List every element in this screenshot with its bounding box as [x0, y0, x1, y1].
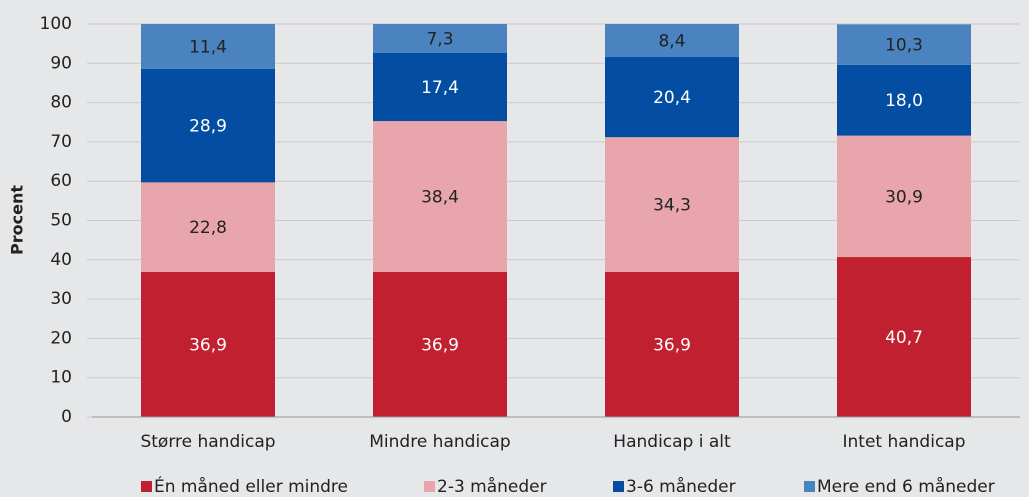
data-label: 18,0: [885, 91, 923, 111]
y-tick-label: 10: [50, 368, 72, 388]
y-tick-label: 40: [50, 250, 72, 270]
data-label: 20,4: [653, 88, 691, 108]
data-label: 10,3: [885, 36, 923, 56]
x-tick-label: Intet handicap: [842, 432, 965, 452]
data-label: 11,4: [189, 37, 227, 57]
legend-label: Én måned eller mindre: [154, 475, 348, 497]
bar-segment: [605, 24, 739, 58]
y-tick-label: 30: [50, 289, 72, 309]
data-label: 28,9: [189, 117, 227, 137]
bar-segment: [605, 137, 739, 272]
bar-segment: [373, 121, 507, 272]
y-tick-label: 70: [50, 132, 72, 152]
data-label: 36,9: [653, 335, 691, 355]
y-axis-label: Procent: [8, 185, 27, 255]
y-tick-label: 90: [50, 53, 72, 73]
data-label: 7,3: [426, 29, 453, 49]
bar-segment: [837, 24, 971, 65]
x-tick-label: Handicap i alt: [613, 432, 731, 452]
y-tick-label: 50: [50, 211, 72, 231]
bar-segment: [837, 135, 971, 258]
x-tick-label: Mindre handicap: [369, 432, 510, 452]
bar-segment: [605, 57, 739, 138]
data-label: 30,9: [885, 187, 923, 207]
data-label: 34,3: [653, 196, 691, 216]
bar-segment: [373, 24, 507, 53]
data-label: 8,4: [658, 32, 685, 52]
y-tick-label: 60: [50, 171, 72, 191]
bar-segment: [141, 271, 275, 417]
y-tick-label: 100: [40, 14, 72, 34]
data-label: 40,7: [885, 328, 923, 348]
data-label: 36,9: [421, 335, 459, 355]
data-label: 38,4: [421, 188, 459, 208]
y-tick-label: 0: [61, 407, 72, 427]
data-label: 36,9: [189, 335, 227, 355]
bar-segment: [373, 271, 507, 417]
bar-segment: [373, 52, 507, 122]
legend-label: 3-6 måneder: [626, 476, 736, 497]
y-tick-label: 80: [50, 93, 72, 113]
bar-segment: [141, 24, 275, 69]
legend-swatch: [613, 481, 624, 492]
x-tick-label: Større handicap: [140, 432, 275, 452]
legend-swatch: [424, 481, 435, 492]
data-label: 17,4: [421, 78, 459, 98]
legend-label: 2-3 måneder: [437, 476, 547, 497]
bar-segment: [141, 68, 275, 183]
data-label: 22,8: [189, 218, 227, 238]
bar-segment: [605, 271, 739, 417]
bar-segment: [837, 257, 971, 417]
legend-swatch: [804, 481, 815, 492]
legend-label: Mere end 6 måneder: [817, 476, 995, 497]
bar-segment: [141, 182, 275, 272]
bar-segment: [837, 64, 971, 136]
legend-swatch: [141, 481, 152, 492]
y-tick-label: 20: [50, 328, 72, 348]
